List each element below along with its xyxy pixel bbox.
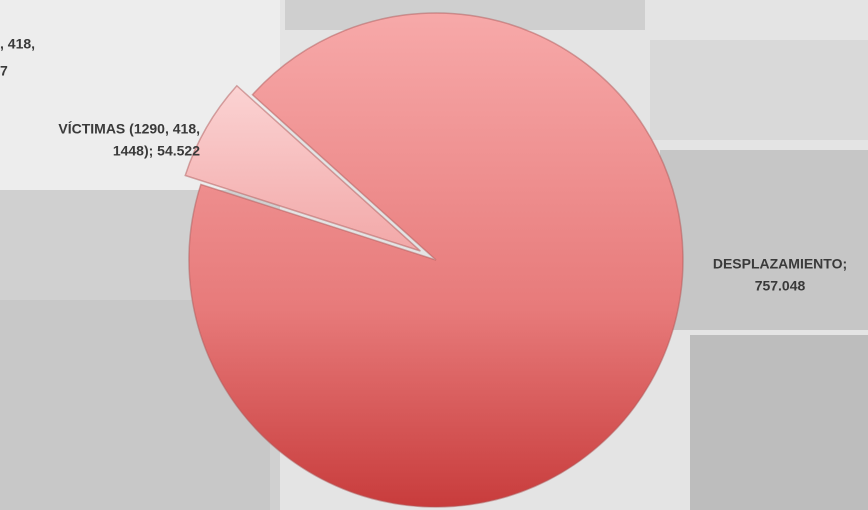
- annotation: 7: [0, 63, 8, 79]
- data-label: VÍCTIMAS (1290, 418,: [58, 121, 200, 137]
- pie-slice: [184, 84, 421, 252]
- data-label: 757.048: [755, 278, 806, 294]
- pie-slice: [188, 12, 684, 508]
- annotation: , 418,: [0, 36, 35, 52]
- data-label: 1448); 54.522: [113, 143, 200, 159]
- data-label: DESPLAZAMIENTO;: [713, 256, 847, 272]
- pie: [184, 12, 684, 508]
